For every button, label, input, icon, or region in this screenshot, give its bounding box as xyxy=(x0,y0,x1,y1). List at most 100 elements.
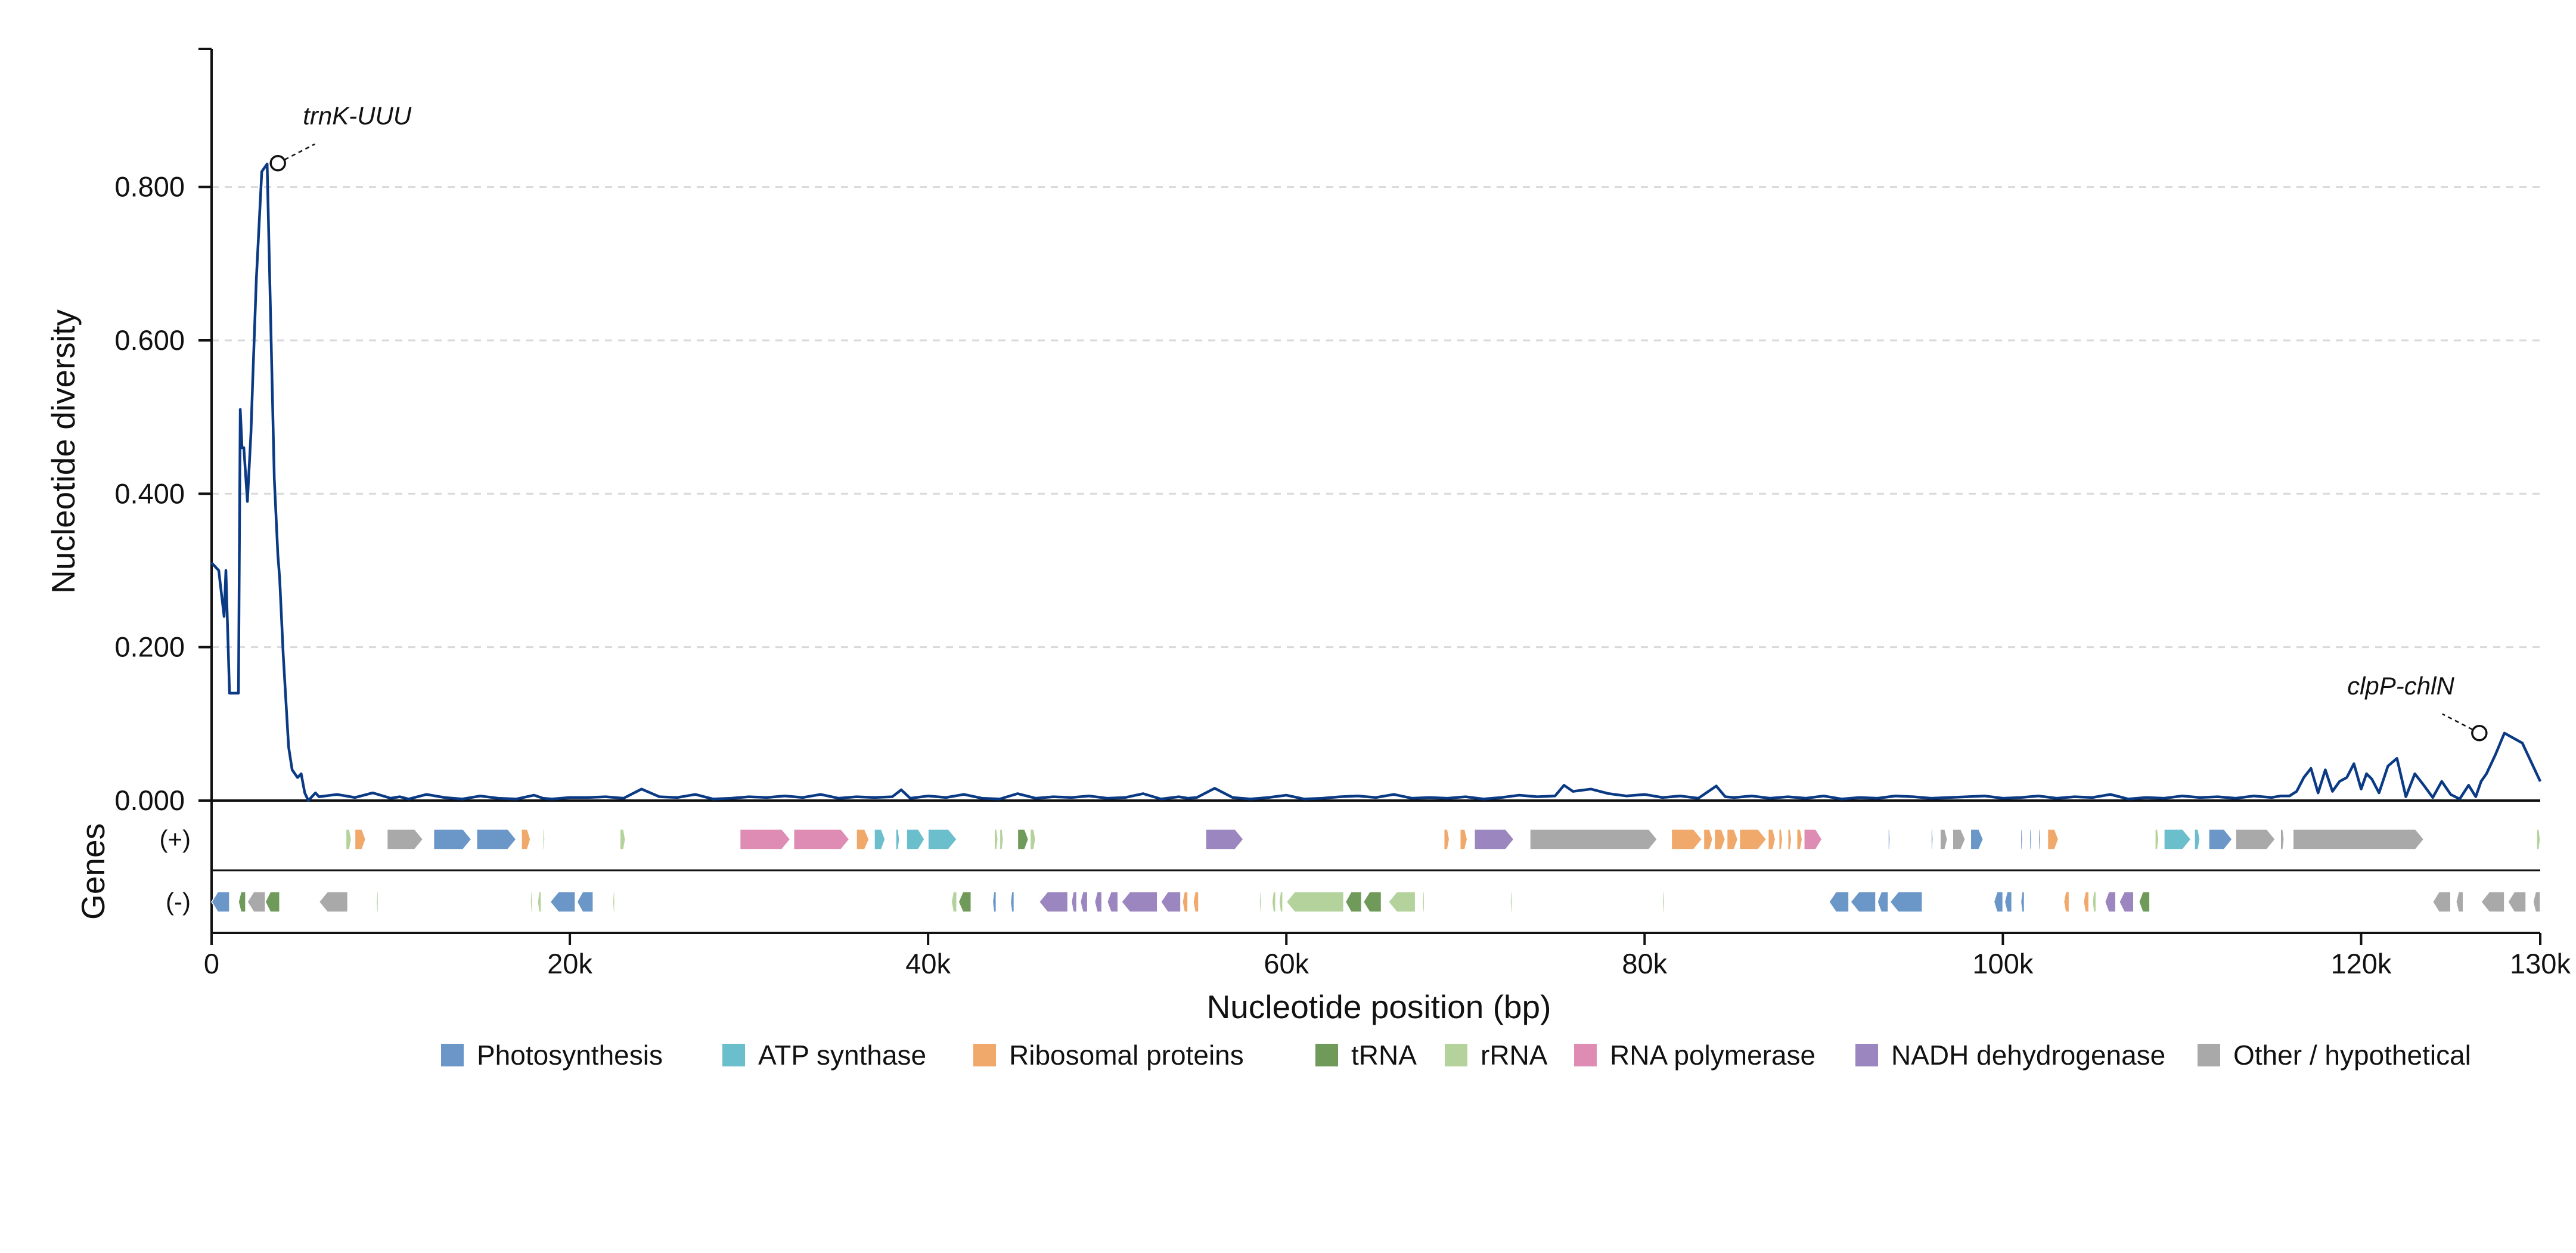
annotation-marker xyxy=(269,154,286,172)
gene-block xyxy=(1070,891,1078,913)
gene-block xyxy=(1939,829,1948,850)
gene-block xyxy=(1739,829,1767,850)
gene-block xyxy=(612,891,615,913)
gene-block xyxy=(1931,829,1933,850)
gene-block xyxy=(1703,829,1714,850)
gene-block xyxy=(2194,829,2201,850)
gene-block xyxy=(1796,829,1803,850)
gene-block xyxy=(2208,829,2233,850)
y-tick-label: 0.600 xyxy=(114,324,185,356)
legend-label: RNA polymerase xyxy=(1610,1040,1815,1071)
legend-label: ATP synthase xyxy=(758,1040,926,1071)
legend-swatch xyxy=(441,1044,464,1066)
annotations: trnK-UUU clpP-chlN xyxy=(269,102,2488,742)
gene-block xyxy=(2118,891,2134,913)
gene-block xyxy=(2155,829,2159,850)
gene-block xyxy=(2532,891,2541,913)
gene-block xyxy=(1849,891,1876,913)
legend-label: Ribosomal proteins xyxy=(1009,1040,1244,1071)
gene-block xyxy=(951,891,957,913)
gene-block xyxy=(2082,891,2090,913)
y-axis-title: Nucleotide diversity xyxy=(45,309,82,594)
legend-label: NADH dehydrogenase xyxy=(1891,1040,2165,1071)
gene-block xyxy=(1010,891,1015,913)
legend-swatch xyxy=(722,1044,745,1066)
gene-track: (+) (-) Genes xyxy=(75,801,2541,934)
gene-block xyxy=(1259,891,1262,913)
gene-block xyxy=(247,891,266,913)
gene-block xyxy=(1094,891,1103,913)
gene-block xyxy=(2480,891,2505,913)
gene-block xyxy=(999,829,1004,850)
gene-block xyxy=(354,829,367,850)
x-tick-label: 0 xyxy=(204,948,219,979)
gene-block xyxy=(2063,891,2070,913)
gene-block xyxy=(2020,891,2025,913)
gene-block xyxy=(1828,891,1849,913)
gene-block xyxy=(550,891,576,913)
gene-block xyxy=(2432,891,2451,913)
gene-block xyxy=(2507,891,2527,913)
gene-block xyxy=(958,891,972,913)
gene-block xyxy=(2138,891,2150,913)
x-tick-label: 60k xyxy=(1264,948,1309,979)
gene-block xyxy=(265,891,280,913)
y-tick-label: 0.200 xyxy=(114,631,185,663)
gene-block xyxy=(2091,891,2097,913)
gene-block xyxy=(992,891,997,913)
gene-block xyxy=(2029,829,2032,850)
gene-block xyxy=(521,829,531,850)
gene-block xyxy=(2536,829,2541,850)
gene-block xyxy=(1993,891,2004,913)
gene-block xyxy=(1345,891,1363,913)
y-tick-label: 0.800 xyxy=(114,171,185,203)
gene-block xyxy=(1778,829,1783,850)
legend: Photosynthesis ATP synthase Ribosomal prot… xyxy=(441,1040,2471,1071)
gene-block xyxy=(906,829,926,850)
gene-block xyxy=(1079,891,1088,913)
gene-block xyxy=(1017,829,1029,850)
annotation-label: clpP-chlN xyxy=(2347,672,2454,700)
gene-block xyxy=(1205,829,1244,850)
annotation-leader xyxy=(277,143,315,164)
legend-label: Photosynthesis xyxy=(477,1040,663,1071)
gene-block xyxy=(2455,891,2464,913)
legend-swatch xyxy=(1574,1044,1597,1066)
diversity-line xyxy=(210,162,2542,802)
gene-block xyxy=(1510,891,1513,913)
gene-block xyxy=(994,829,999,850)
gene-block xyxy=(2164,829,2192,850)
gene-block xyxy=(895,829,900,850)
gene-block xyxy=(1888,829,1891,850)
gene-block xyxy=(537,891,542,913)
gene-block xyxy=(1121,891,1158,913)
gene-block xyxy=(2004,891,2013,913)
gene-block xyxy=(2020,829,2023,850)
gene-block xyxy=(1767,829,1776,850)
annotation-label: trnK-UUU xyxy=(303,102,412,130)
annotation-marker xyxy=(2471,725,2488,742)
gene-block xyxy=(211,891,230,913)
x-tick-label: 40k xyxy=(905,948,951,979)
legend-swatch xyxy=(1315,1044,1338,1066)
x-tick-label: 20k xyxy=(547,948,592,979)
gene-block xyxy=(1529,829,1658,850)
gene-block xyxy=(318,891,349,913)
gene-track-label: Genes xyxy=(75,823,111,920)
gene-block xyxy=(739,829,791,850)
legend-swatch xyxy=(2198,1044,2220,1066)
gene-block xyxy=(386,829,424,850)
gene-block xyxy=(2038,829,2041,850)
gene-block xyxy=(1889,891,1923,913)
gene-block xyxy=(1160,891,1181,913)
gene-block xyxy=(619,829,626,850)
gene-block xyxy=(1787,829,1792,850)
gene-block xyxy=(542,829,545,850)
x-tick-label: 100k xyxy=(1972,948,2033,979)
gene-block xyxy=(2292,829,2425,850)
gene-block xyxy=(1460,829,1468,850)
gene-block xyxy=(345,829,352,850)
gene-block xyxy=(1804,829,1823,850)
legend-swatch xyxy=(973,1044,996,1066)
legend-swatch xyxy=(1855,1044,1878,1066)
